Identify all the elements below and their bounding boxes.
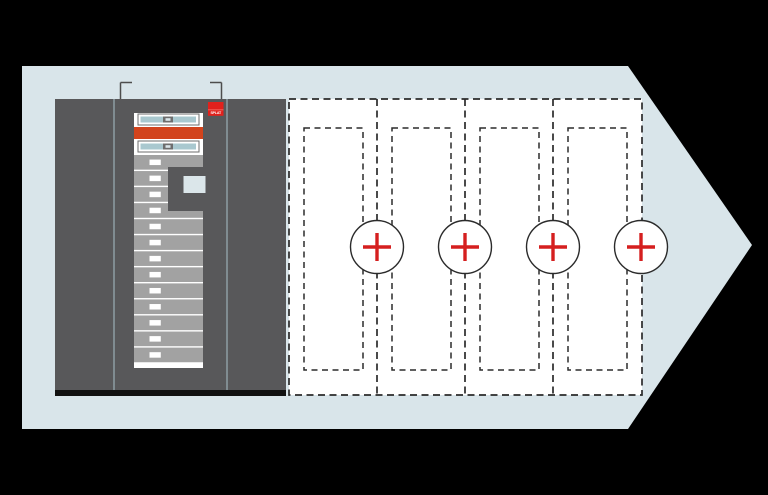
svg-text:SPLAT: SPLAT [210, 111, 222, 115]
